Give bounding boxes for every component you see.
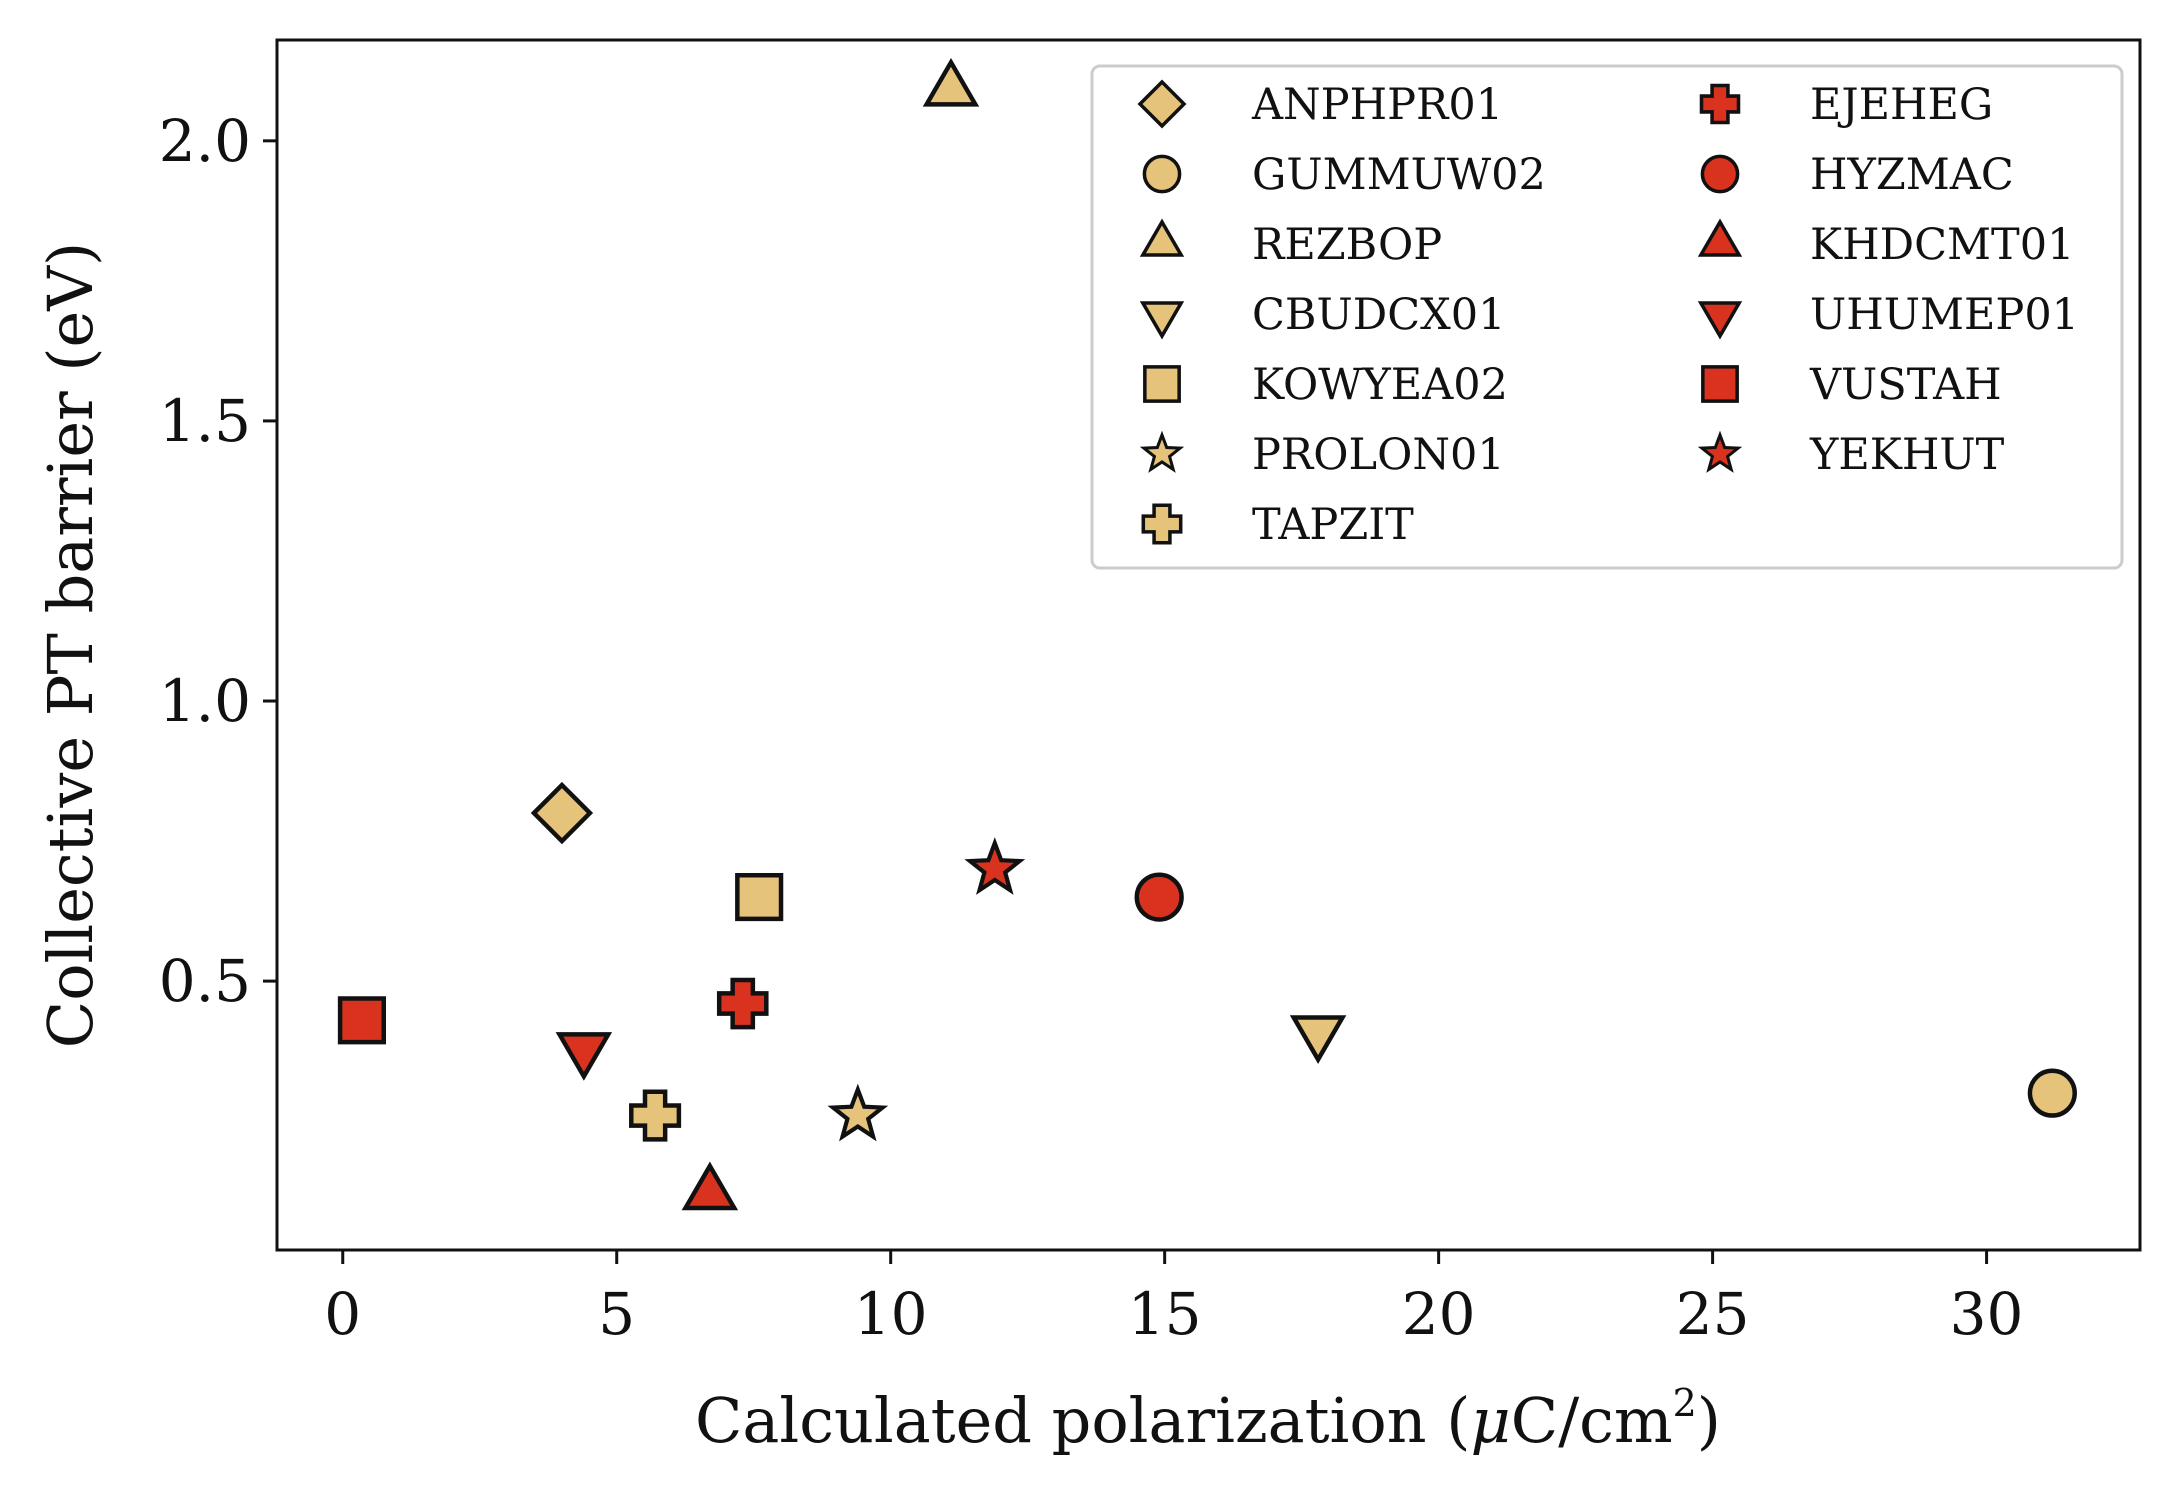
- legend-entry-vustah: VUSTAH: [1701, 360, 2002, 410]
- point-rezbop: [922, 57, 980, 107]
- x-tick-label: 0: [324, 1280, 361, 1348]
- legend-label-anphpr01: ANPHPR01: [1251, 80, 1503, 130]
- legend-entry-kowyea02: KOWYEA02: [1143, 360, 1508, 410]
- point-cbudcx01: [1289, 1015, 1347, 1064]
- legend-entry-anphpr01: ANPHPR01: [1137, 79, 1503, 130]
- legend-marker-uhumep01: [1697, 301, 1743, 340]
- legend-marker-kowyea02: [1143, 365, 1181, 403]
- y-tick-label: 2.0: [159, 107, 251, 175]
- point-khdcmt01: [681, 1161, 739, 1211]
- legend-label-vustah: VUSTAH: [1809, 360, 2002, 410]
- legend-marker-ejeheg: [1699, 83, 1741, 125]
- x-axis-label: Calculated polarization (μC/cm2): [695, 1381, 1721, 1457]
- legend-label-hyzmac: HYZMAC: [1810, 150, 2014, 200]
- x-tick-label: 20: [1402, 1280, 1476, 1348]
- x-axis-label-close: ): [1697, 1384, 1721, 1457]
- legend-label-cbudcx01: CBUDCX01: [1252, 290, 1505, 340]
- legend-entry-prolon01: PROLON01: [1139, 430, 1505, 480]
- x-tick-label: 10: [854, 1280, 928, 1348]
- point-ejeheg: [716, 977, 769, 1030]
- point-hyzmac: [1134, 872, 1184, 922]
- legend-entry-uhumep01: UHUMEP01: [1697, 290, 2079, 340]
- legend-label-rezbop: REZBOP: [1252, 220, 1442, 270]
- legend-entry-rezbop: REZBOP: [1139, 218, 1442, 270]
- legend-marker-tapzit: [1141, 503, 1183, 545]
- x-tick-label: 25: [1676, 1280, 1750, 1348]
- legend-entry-ejeheg: EJEHEG: [1699, 80, 1993, 130]
- x-axis-label-superscript: 2: [1673, 1381, 1697, 1425]
- legend-marker-vustah: [1701, 365, 1739, 403]
- legend-label-prolon01: PROLON01: [1252, 430, 1505, 480]
- data-points: [337, 57, 2077, 1211]
- legend-entry-yekhut: YEKHUT: [1697, 430, 2005, 480]
- x-axis-label-text: Calculated polarization (: [695, 1384, 1470, 1457]
- legend-label-khdcmt01: KHDCMT01: [1810, 220, 2074, 270]
- legend-box: [1090, 64, 2124, 570]
- point-gummuw02: [2027, 1068, 2077, 1118]
- legend: ANPHPR01 GUMMUW02 REZBOP CBUDCX01 KOWYEA02 PR…: [1090, 64, 2124, 570]
- legend-marker-prolon01: [1139, 430, 1185, 473]
- x-axis-ticks: 0 5 10 15 20 25 30: [324, 1250, 2023, 1348]
- x-tick-label: 30: [1950, 1280, 2024, 1348]
- legend-label-tapzit: TAPZIT: [1252, 500, 1414, 550]
- legend-marker-gummuw02: [1142, 154, 1182, 194]
- x-tick-label: 15: [1128, 1280, 1202, 1348]
- legend-marker-hyzmac: [1700, 154, 1740, 194]
- y-axis-label: Collective PT barrier (eV): [34, 242, 107, 1048]
- y-tick-label: 0.5: [159, 947, 251, 1015]
- legend-entry-tapzit: TAPZIT: [1141, 500, 1414, 550]
- point-vustah: [337, 996, 387, 1045]
- y-tick-label: 1.5: [159, 387, 251, 455]
- legend-entry-gummuw02: GUMMUW02: [1142, 150, 1546, 200]
- legend-label-kowyea02: KOWYEA02: [1252, 360, 1508, 410]
- legend-marker-anphpr01: [1137, 79, 1187, 129]
- legend-label-ejeheg: EJEHEG: [1810, 80, 1993, 130]
- legend-marker-cbudcx01: [1139, 301, 1185, 340]
- x-axis-label-mu: μ: [1470, 1384, 1510, 1457]
- legend-label-gummuw02: GUMMUW02: [1252, 150, 1546, 200]
- y-axis-ticks: 0.5 1.0 1.5 2.0: [159, 107, 277, 1015]
- plot-frame: [275, 38, 2142, 1252]
- x-tick-label: 5: [598, 1280, 635, 1348]
- legend-marker-rezbop: [1139, 218, 1185, 257]
- point-kowyea02: [735, 873, 784, 922]
- legend-marker-yekhut: [1697, 430, 1743, 473]
- legend-entry-hyzmac: HYZMAC: [1700, 150, 2014, 200]
- point-prolon01: [827, 1083, 889, 1142]
- legend-entry-khdcmt01: KHDCMT01: [1697, 218, 2074, 270]
- point-uhumep01: [555, 1032, 613, 1081]
- point-tapzit: [629, 1089, 682, 1142]
- legend-entry-cbudcx01: CBUDCX01: [1139, 290, 1505, 340]
- x-axis-label-unit: C/cm: [1511, 1384, 1673, 1457]
- legend-marker-khdcmt01: [1697, 218, 1743, 257]
- legend-label-uhumep01: UHUMEP01: [1810, 290, 2079, 340]
- point-yekhut: [964, 837, 1026, 895]
- legend-label-yekhut: YEKHUT: [1809, 430, 2005, 480]
- y-tick-label: 1.0: [159, 667, 251, 735]
- point-anphpr01: [530, 781, 594, 845]
